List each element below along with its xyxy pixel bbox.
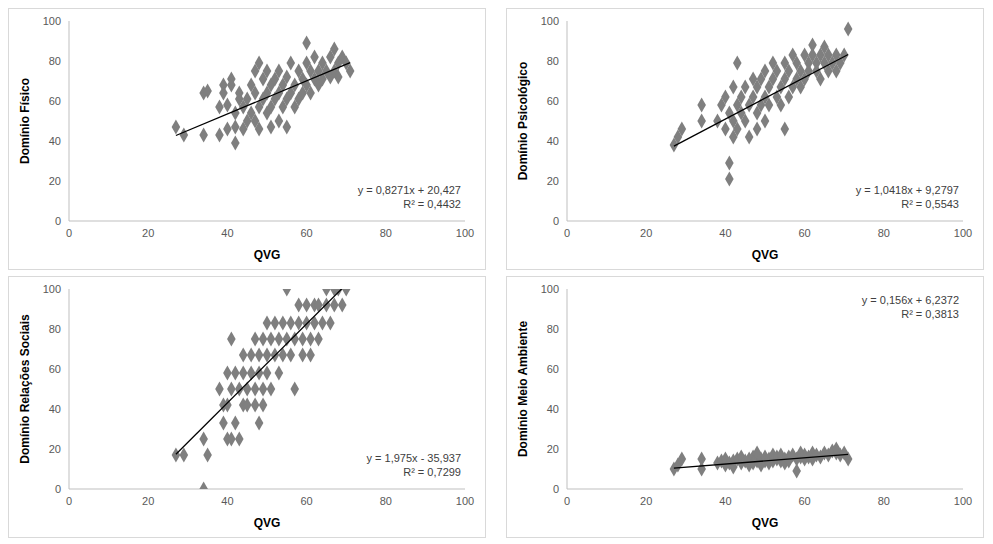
svg-text:20: 20 [547,175,559,187]
svg-text:40: 40 [221,495,233,507]
svg-text:0: 0 [55,483,61,495]
html-text:y = 0,8271x + 20,427: y = 0,8271x + 20,427 [357,184,461,196]
svg-text:60: 60 [49,363,61,375]
html-text:R² = 0,3813: R² = 0,3813 [901,308,959,320]
svg-text:100: 100 [456,495,474,507]
svg-text:20: 20 [640,227,652,239]
svg-text:QVG: QVG [254,516,281,530]
svg-text:80: 80 [380,495,392,507]
svg-text:80: 80 [878,495,890,507]
svg-text:40: 40 [547,135,559,147]
svg-text:40: 40 [49,135,61,147]
svg-text:Domínio Meio Ambiente: Domínio Meio Ambiente [516,321,530,458]
svg-text:80: 80 [380,227,392,239]
html-text:y = 0,156x + 6,2372: y = 0,156x + 6,2372 [861,294,959,306]
svg-text:20: 20 [49,443,61,455]
svg-text:0: 0 [66,495,72,507]
svg-text:0: 0 [553,483,559,495]
svg-text:20: 20 [547,443,559,455]
svg-text:80: 80 [49,323,61,335]
svg-text:100: 100 [43,283,61,295]
svg-text:100: 100 [541,15,559,27]
svg-text:20: 20 [49,175,61,187]
html-text:y = 1,0418x + 9,2797: y = 1,0418x + 9,2797 [855,184,959,196]
svg-text:100: 100 [954,495,972,507]
html-text:R² = 0,5543: R² = 0,5543 [901,198,959,210]
svg-text:Domínio Relações Sociais: Domínio Relações Sociais [18,314,32,464]
svg-text:0: 0 [553,215,559,227]
svg-text:100: 100 [43,15,61,27]
svg-text:QVG: QVG [752,248,779,262]
svg-text:Domínio Psicológico: Domínio Psicológico [516,62,530,181]
svg-text:80: 80 [547,55,559,67]
svg-text:80: 80 [878,227,890,239]
svg-text:20: 20 [640,495,652,507]
svg-text:0: 0 [564,227,570,239]
svg-text:60: 60 [547,95,559,107]
svg-text:40: 40 [719,495,731,507]
svg-text:100: 100 [456,227,474,239]
svg-text:60: 60 [49,95,61,107]
svg-text:0: 0 [564,495,570,507]
svg-text:100: 100 [954,227,972,239]
svg-text:100: 100 [541,283,559,295]
html-text:y = 1,975x - 35,937: y = 1,975x - 35,937 [366,452,461,464]
svg-text:60: 60 [547,363,559,375]
svg-text:60: 60 [798,495,810,507]
html-text:R² = 0,7299: R² = 0,7299 [403,466,461,478]
svg-text:QVG: QVG [752,516,779,530]
svg-text:60: 60 [300,227,312,239]
svg-text:Domínio Físico: Domínio Físico [18,78,32,164]
svg-text:80: 80 [547,323,559,335]
svg-text:40: 40 [221,227,233,239]
svg-text:80: 80 [49,55,61,67]
svg-text:60: 60 [798,227,810,239]
svg-text:0: 0 [55,215,61,227]
svg-text:60: 60 [300,495,312,507]
svg-text:20: 20 [142,227,154,239]
svg-text:40: 40 [719,227,731,239]
svg-text:40: 40 [547,403,559,415]
svg-text:QVG: QVG [254,248,281,262]
svg-text:0: 0 [66,227,72,239]
svg-text:20: 20 [142,495,154,507]
svg-text:40: 40 [49,403,61,415]
html-text:R² = 0,4432: R² = 0,4432 [403,198,461,210]
